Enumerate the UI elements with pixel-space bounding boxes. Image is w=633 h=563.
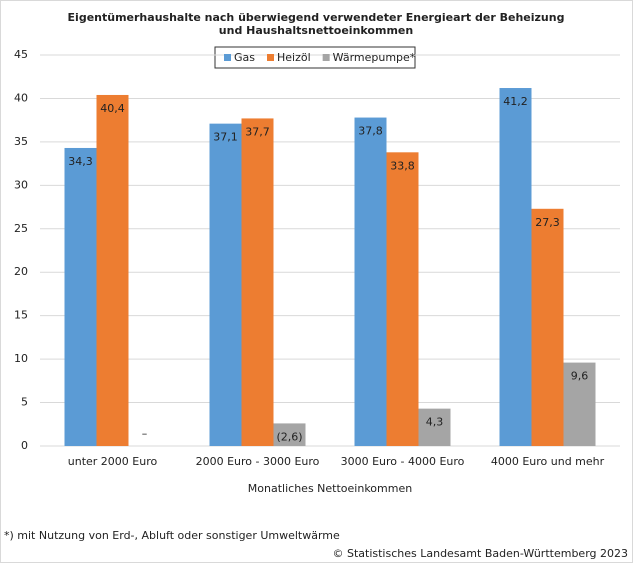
- x-tick-label: 2000 Euro - 3000 Euro: [196, 455, 320, 468]
- bar: [209, 123, 242, 447]
- y-tick-label: 25: [14, 222, 28, 235]
- bar: [64, 147, 97, 446]
- x-tick-label: 4000 Euro und mehr: [491, 455, 605, 468]
- y-tick-label: 5: [21, 396, 28, 409]
- value-label: 33,8: [390, 159, 415, 172]
- y-tick-label: 0: [21, 439, 28, 452]
- value-label: –: [142, 427, 148, 440]
- x-axis-title: Monatliches Nettoeinkommen: [248, 482, 412, 495]
- value-label: 37,7: [245, 125, 270, 138]
- y-tick-label: 30: [14, 178, 28, 191]
- x-tick-label: 3000 Euro - 4000 Euro: [341, 455, 465, 468]
- y-tick-label: 10: [14, 352, 28, 365]
- value-label: 34,3: [68, 155, 93, 168]
- bar: [241, 118, 274, 446]
- value-label: (2,6): [276, 430, 302, 443]
- value-label: 40,4: [100, 102, 125, 115]
- y-tick-label: 45: [14, 48, 28, 61]
- value-label: 27,3: [535, 216, 560, 229]
- legend-swatch: [322, 54, 330, 61]
- y-tick-label: 15: [14, 309, 28, 322]
- chart-title: Eigentümerhaushalte nach überwiegend ver…: [68, 11, 565, 24]
- bar: [273, 423, 306, 446]
- legend-label: Heizöl: [277, 51, 311, 64]
- footnote: *) mit Nutzung von Erd-, Abluft oder son…: [4, 529, 340, 542]
- value-label: 37,8: [358, 125, 383, 138]
- legend-box: [214, 46, 416, 69]
- value-label: 41,2: [503, 95, 528, 108]
- chart-title: und Haushaltsnettoeinkommen: [219, 24, 413, 37]
- bar: [563, 362, 596, 446]
- bar: [531, 208, 564, 446]
- value-label: 37,1: [213, 131, 238, 144]
- bar: [96, 94, 129, 447]
- y-tick-label: 40: [14, 91, 28, 104]
- value-label: 9,6: [571, 370, 589, 383]
- bar: [418, 408, 451, 446]
- bar: [386, 152, 419, 446]
- source: © Statistisches Landesamt Baden-Württemb…: [332, 547, 628, 560]
- legend-label: Wärmepumpe*: [333, 51, 416, 64]
- legend-swatch: [267, 54, 274, 61]
- y-tick-label: 20: [14, 265, 28, 278]
- legend-label: Gas: [234, 51, 255, 64]
- legend-swatch: [224, 54, 231, 61]
- value-label: 4,3: [426, 416, 444, 429]
- x-tick-label: unter 2000 Euro: [68, 455, 158, 468]
- y-tick-label: 35: [14, 135, 28, 148]
- bar: [354, 117, 387, 446]
- bar: [499, 88, 532, 447]
